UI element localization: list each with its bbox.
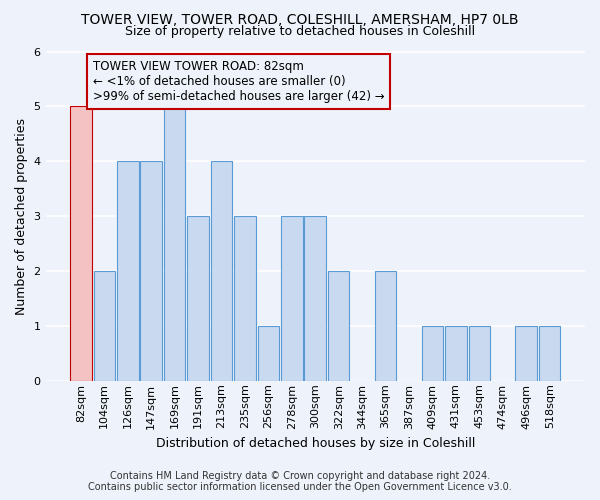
Text: TOWER VIEW TOWER ROAD: 82sqm
← <1% of detached houses are smaller (0)
>99% of se: TOWER VIEW TOWER ROAD: 82sqm ← <1% of de… xyxy=(92,60,384,102)
Y-axis label: Number of detached properties: Number of detached properties xyxy=(15,118,28,314)
Bar xyxy=(281,216,302,381)
Text: Size of property relative to detached houses in Coleshill: Size of property relative to detached ho… xyxy=(125,25,475,38)
Bar xyxy=(469,326,490,381)
Text: Contains HM Land Registry data © Crown copyright and database right 2024.
Contai: Contains HM Land Registry data © Crown c… xyxy=(88,471,512,492)
Bar xyxy=(328,271,349,381)
Bar xyxy=(187,216,209,381)
Bar xyxy=(94,271,115,381)
Bar xyxy=(234,216,256,381)
X-axis label: Distribution of detached houses by size in Coleshill: Distribution of detached houses by size … xyxy=(155,437,475,450)
Bar xyxy=(515,326,537,381)
Bar xyxy=(304,216,326,381)
Bar xyxy=(375,271,397,381)
Bar xyxy=(140,162,162,381)
Bar xyxy=(117,162,139,381)
Bar xyxy=(539,326,560,381)
Text: TOWER VIEW, TOWER ROAD, COLESHILL, AMERSHAM, HP7 0LB: TOWER VIEW, TOWER ROAD, COLESHILL, AMERS… xyxy=(81,12,519,26)
Bar xyxy=(70,106,92,381)
Bar xyxy=(211,162,232,381)
Bar xyxy=(164,106,185,381)
Bar xyxy=(257,326,279,381)
Bar xyxy=(422,326,443,381)
Bar xyxy=(445,326,467,381)
